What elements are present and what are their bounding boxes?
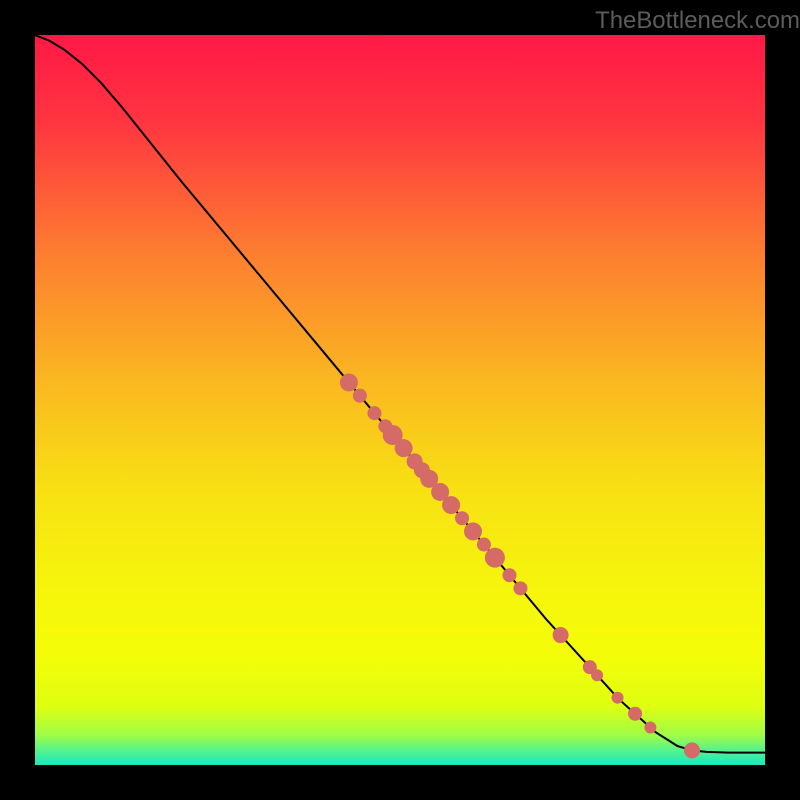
data-point xyxy=(455,511,469,525)
data-point xyxy=(395,439,413,457)
data-point xyxy=(628,707,642,721)
data-point xyxy=(644,722,656,734)
data-point xyxy=(464,522,482,540)
data-point xyxy=(367,406,381,420)
data-point xyxy=(353,389,367,403)
data-point xyxy=(553,627,569,643)
watermark-label: TheBottleneck.com xyxy=(595,7,800,35)
data-point xyxy=(591,669,603,681)
data-point xyxy=(513,581,527,595)
data-point xyxy=(612,692,624,704)
data-point xyxy=(503,568,517,582)
data-point xyxy=(477,538,491,552)
data-point xyxy=(485,548,505,568)
bottleneck-curve xyxy=(35,35,765,753)
plot-area xyxy=(35,35,765,765)
marker-group xyxy=(340,373,700,758)
chart-frame: TheBottleneck.com xyxy=(0,0,800,800)
data-point xyxy=(340,373,358,391)
data-point xyxy=(442,496,460,514)
data-point xyxy=(684,742,700,758)
chart-svg xyxy=(35,35,765,765)
